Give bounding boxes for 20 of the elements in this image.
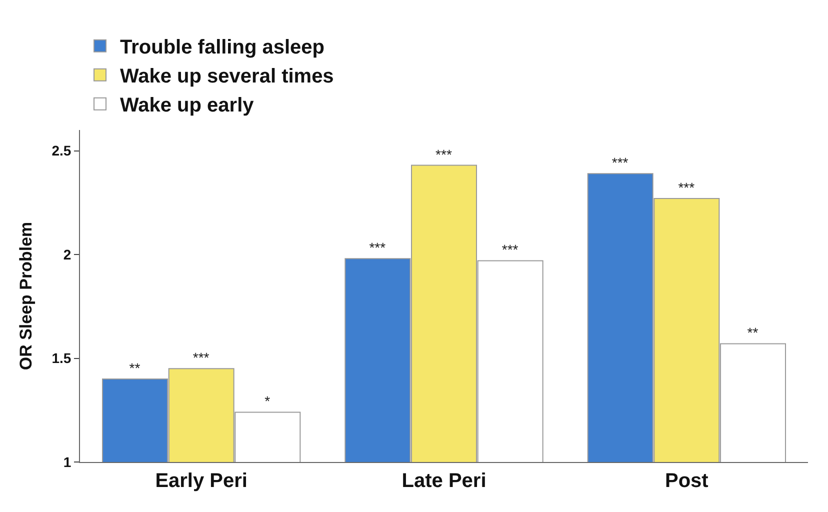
y-tick-label: 2.5	[52, 142, 72, 159]
y-axis-title: OR Sleep Problem	[16, 222, 36, 370]
data-label: ***	[502, 242, 519, 258]
data-label: **	[129, 360, 141, 376]
data-label: ***	[369, 240, 386, 256]
y-tick-label: 2	[63, 246, 72, 262]
y-tick-label: 1	[63, 454, 72, 470]
x-tick-label: Early Peri	[155, 470, 248, 492]
x-tick-label: Late Peri	[402, 470, 486, 492]
data-label: ***	[612, 154, 629, 171]
x-tick-label: Post	[665, 470, 709, 492]
legend-label: Trouble falling asleep	[120, 36, 324, 59]
data-label: **	[747, 324, 759, 341]
data-label: ***	[436, 146, 452, 162]
data-label: ***	[192, 350, 210, 366]
legend-label: Wake up several times	[120, 66, 334, 88]
legend-label: Wake up early	[120, 94, 255, 117]
y-tick-label: 1.5	[52, 350, 72, 366]
data-label: *	[264, 393, 271, 410]
data-label: ***	[678, 179, 696, 196]
